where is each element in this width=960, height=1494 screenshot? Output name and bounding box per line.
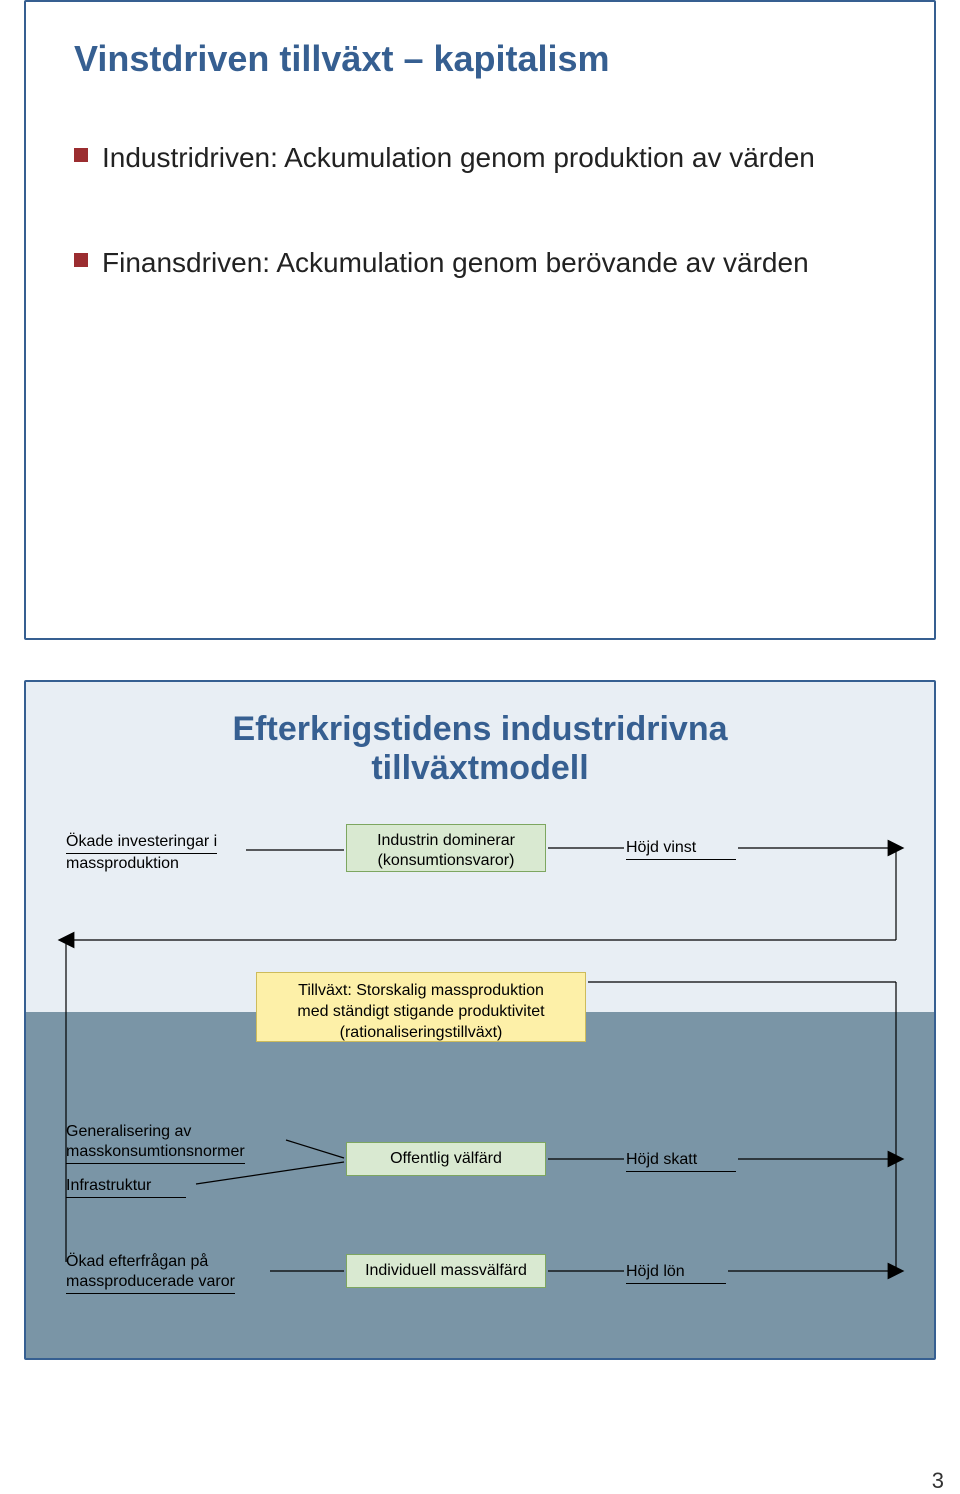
node-public-welfare: Offentlig välfärd — [346, 1142, 546, 1176]
label-line: Ökad efterfrågan på — [66, 1253, 208, 1270]
node-consumption-norms: Generalisering av masskonsumtionsnormer — [66, 1122, 276, 1164]
node-wage: Höjd lön — [626, 1262, 726, 1284]
bullet-text: Finansdriven: Ackumulation genom berövan… — [102, 245, 809, 280]
slide2-title-line1: Efterkrigstidens industridrivna — [233, 710, 728, 748]
slide-1: Vinstdriven tillväxt – kapitalism Indust… — [24, 0, 936, 640]
label-line: Industrin dominerar — [377, 832, 515, 849]
page-number: 3 — [932, 1468, 944, 1494]
bullet-text: Industridriven: Ackumulation genom produ… — [102, 140, 815, 175]
label-line: med ständigt stigande produktivitet — [297, 1003, 544, 1020]
node-profit: Höjd vinst — [626, 838, 736, 860]
node-industry: Industrin dominerar (konsumtionsvaror) — [346, 824, 546, 872]
node-individual-welfare: Individuell massvälfärd — [346, 1254, 546, 1288]
slide1-bullet-2: Finansdriven: Ackumulation genom berövan… — [74, 245, 886, 280]
label-line: (rationaliseringstillväxt) — [340, 1024, 503, 1041]
slide1-bullet-1: Industridriven: Ackumulation genom produ… — [74, 140, 886, 175]
node-tax: Höjd skatt — [626, 1150, 736, 1172]
bullet-icon — [74, 148, 88, 162]
slide-2: Efterkrigstidens industridrivna tillväxt… — [24, 680, 936, 1360]
node-investments: Ökade investeringar i massproduktion — [66, 832, 246, 874]
label-line: massproduktion — [66, 855, 179, 872]
node-infrastructure: Infrastruktur — [66, 1176, 186, 1198]
slide2-title-line2: tillväxtmodell — [371, 749, 588, 787]
node-growth: Tillväxt: Storskalig massproduktion med … — [256, 972, 586, 1042]
slide2-title: Efterkrigstidens industridrivna tillväxt… — [26, 710, 934, 788]
node-demand: Ökad efterfrågan på massproducerade varo… — [66, 1252, 266, 1294]
label-line: masskonsumtionsnormer — [66, 1142, 245, 1164]
bullet-icon — [74, 253, 88, 267]
label-line: Ökade investeringar i — [66, 832, 217, 854]
label-line: Tillväxt: Storskalig massproduktion — [298, 982, 544, 999]
label-line: (konsumtionsvaror) — [378, 852, 515, 869]
label-line: massproducerade varor — [66, 1272, 235, 1294]
label-line: Generalisering av — [66, 1123, 191, 1140]
slide1-title: Vinstdriven tillväxt – kapitalism — [74, 38, 886, 80]
